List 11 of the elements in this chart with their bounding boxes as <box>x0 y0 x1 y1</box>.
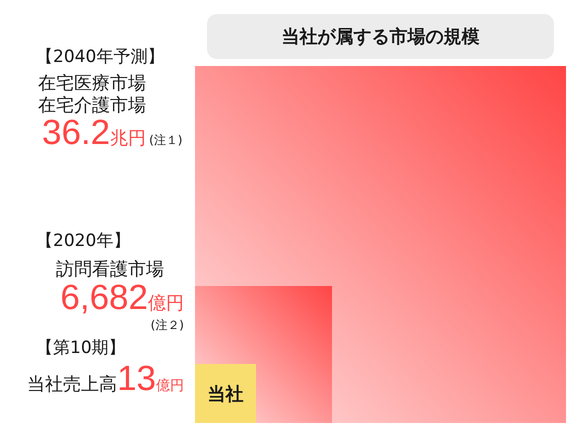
category-label: 訪問看護市場 <box>56 259 164 281</box>
text: (注１) <box>149 133 182 147</box>
data-label: 13億円 <box>117 359 184 398</box>
text: 【2020年】 <box>36 230 130 253</box>
data-label: 6,682億円 <box>60 278 184 317</box>
category-label: 当社売上高 <box>27 374 118 395</box>
text: (注２) <box>150 318 184 332</box>
text: 【第10期】 <box>36 337 126 360</box>
text: 当社が属する市場の規模 <box>282 26 480 48</box>
text: 【2040年予測】 <box>36 46 164 69</box>
text: 当社 <box>208 384 244 405</box>
